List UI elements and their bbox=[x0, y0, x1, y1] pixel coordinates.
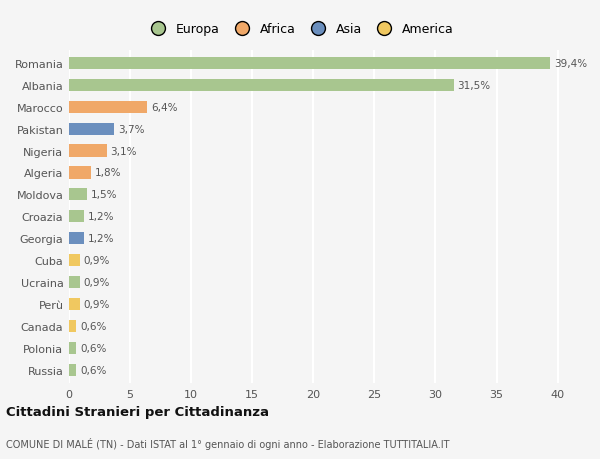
Text: 0,9%: 0,9% bbox=[83, 299, 110, 309]
Text: COMUNE DI MALÉ (TN) - Dati ISTAT al 1° gennaio di ogni anno - Elaborazione TUTTI: COMUNE DI MALÉ (TN) - Dati ISTAT al 1° g… bbox=[6, 437, 449, 449]
Bar bbox=[69, 79, 454, 91]
Bar bbox=[69, 101, 147, 113]
Text: 1,8%: 1,8% bbox=[95, 168, 121, 178]
Bar bbox=[69, 145, 107, 157]
Bar bbox=[69, 320, 76, 332]
Text: 0,9%: 0,9% bbox=[83, 278, 110, 287]
Bar bbox=[69, 211, 83, 223]
Text: 0,6%: 0,6% bbox=[80, 343, 106, 353]
Bar bbox=[69, 233, 83, 245]
Bar bbox=[69, 58, 550, 70]
Bar bbox=[69, 189, 88, 201]
Text: 31,5%: 31,5% bbox=[457, 80, 491, 90]
Text: 3,1%: 3,1% bbox=[110, 146, 137, 156]
Text: Cittadini Stranieri per Cittadinanza: Cittadini Stranieri per Cittadinanza bbox=[6, 405, 269, 419]
Bar bbox=[69, 342, 76, 354]
Text: 39,4%: 39,4% bbox=[554, 59, 587, 68]
Bar bbox=[69, 123, 114, 135]
Text: 3,7%: 3,7% bbox=[118, 124, 145, 134]
Text: 0,9%: 0,9% bbox=[83, 256, 110, 266]
Bar bbox=[69, 255, 80, 267]
Text: 1,2%: 1,2% bbox=[88, 212, 114, 222]
Text: 0,6%: 0,6% bbox=[80, 365, 106, 375]
Bar bbox=[69, 298, 80, 310]
Text: 1,5%: 1,5% bbox=[91, 190, 118, 200]
Text: 0,6%: 0,6% bbox=[80, 321, 106, 331]
Text: 1,2%: 1,2% bbox=[88, 234, 114, 244]
Bar bbox=[69, 364, 76, 376]
Legend: Europa, Africa, Asia, America: Europa, Africa, Asia, America bbox=[146, 23, 454, 36]
Text: 6,4%: 6,4% bbox=[151, 102, 178, 112]
Bar bbox=[69, 167, 91, 179]
Bar bbox=[69, 276, 80, 289]
